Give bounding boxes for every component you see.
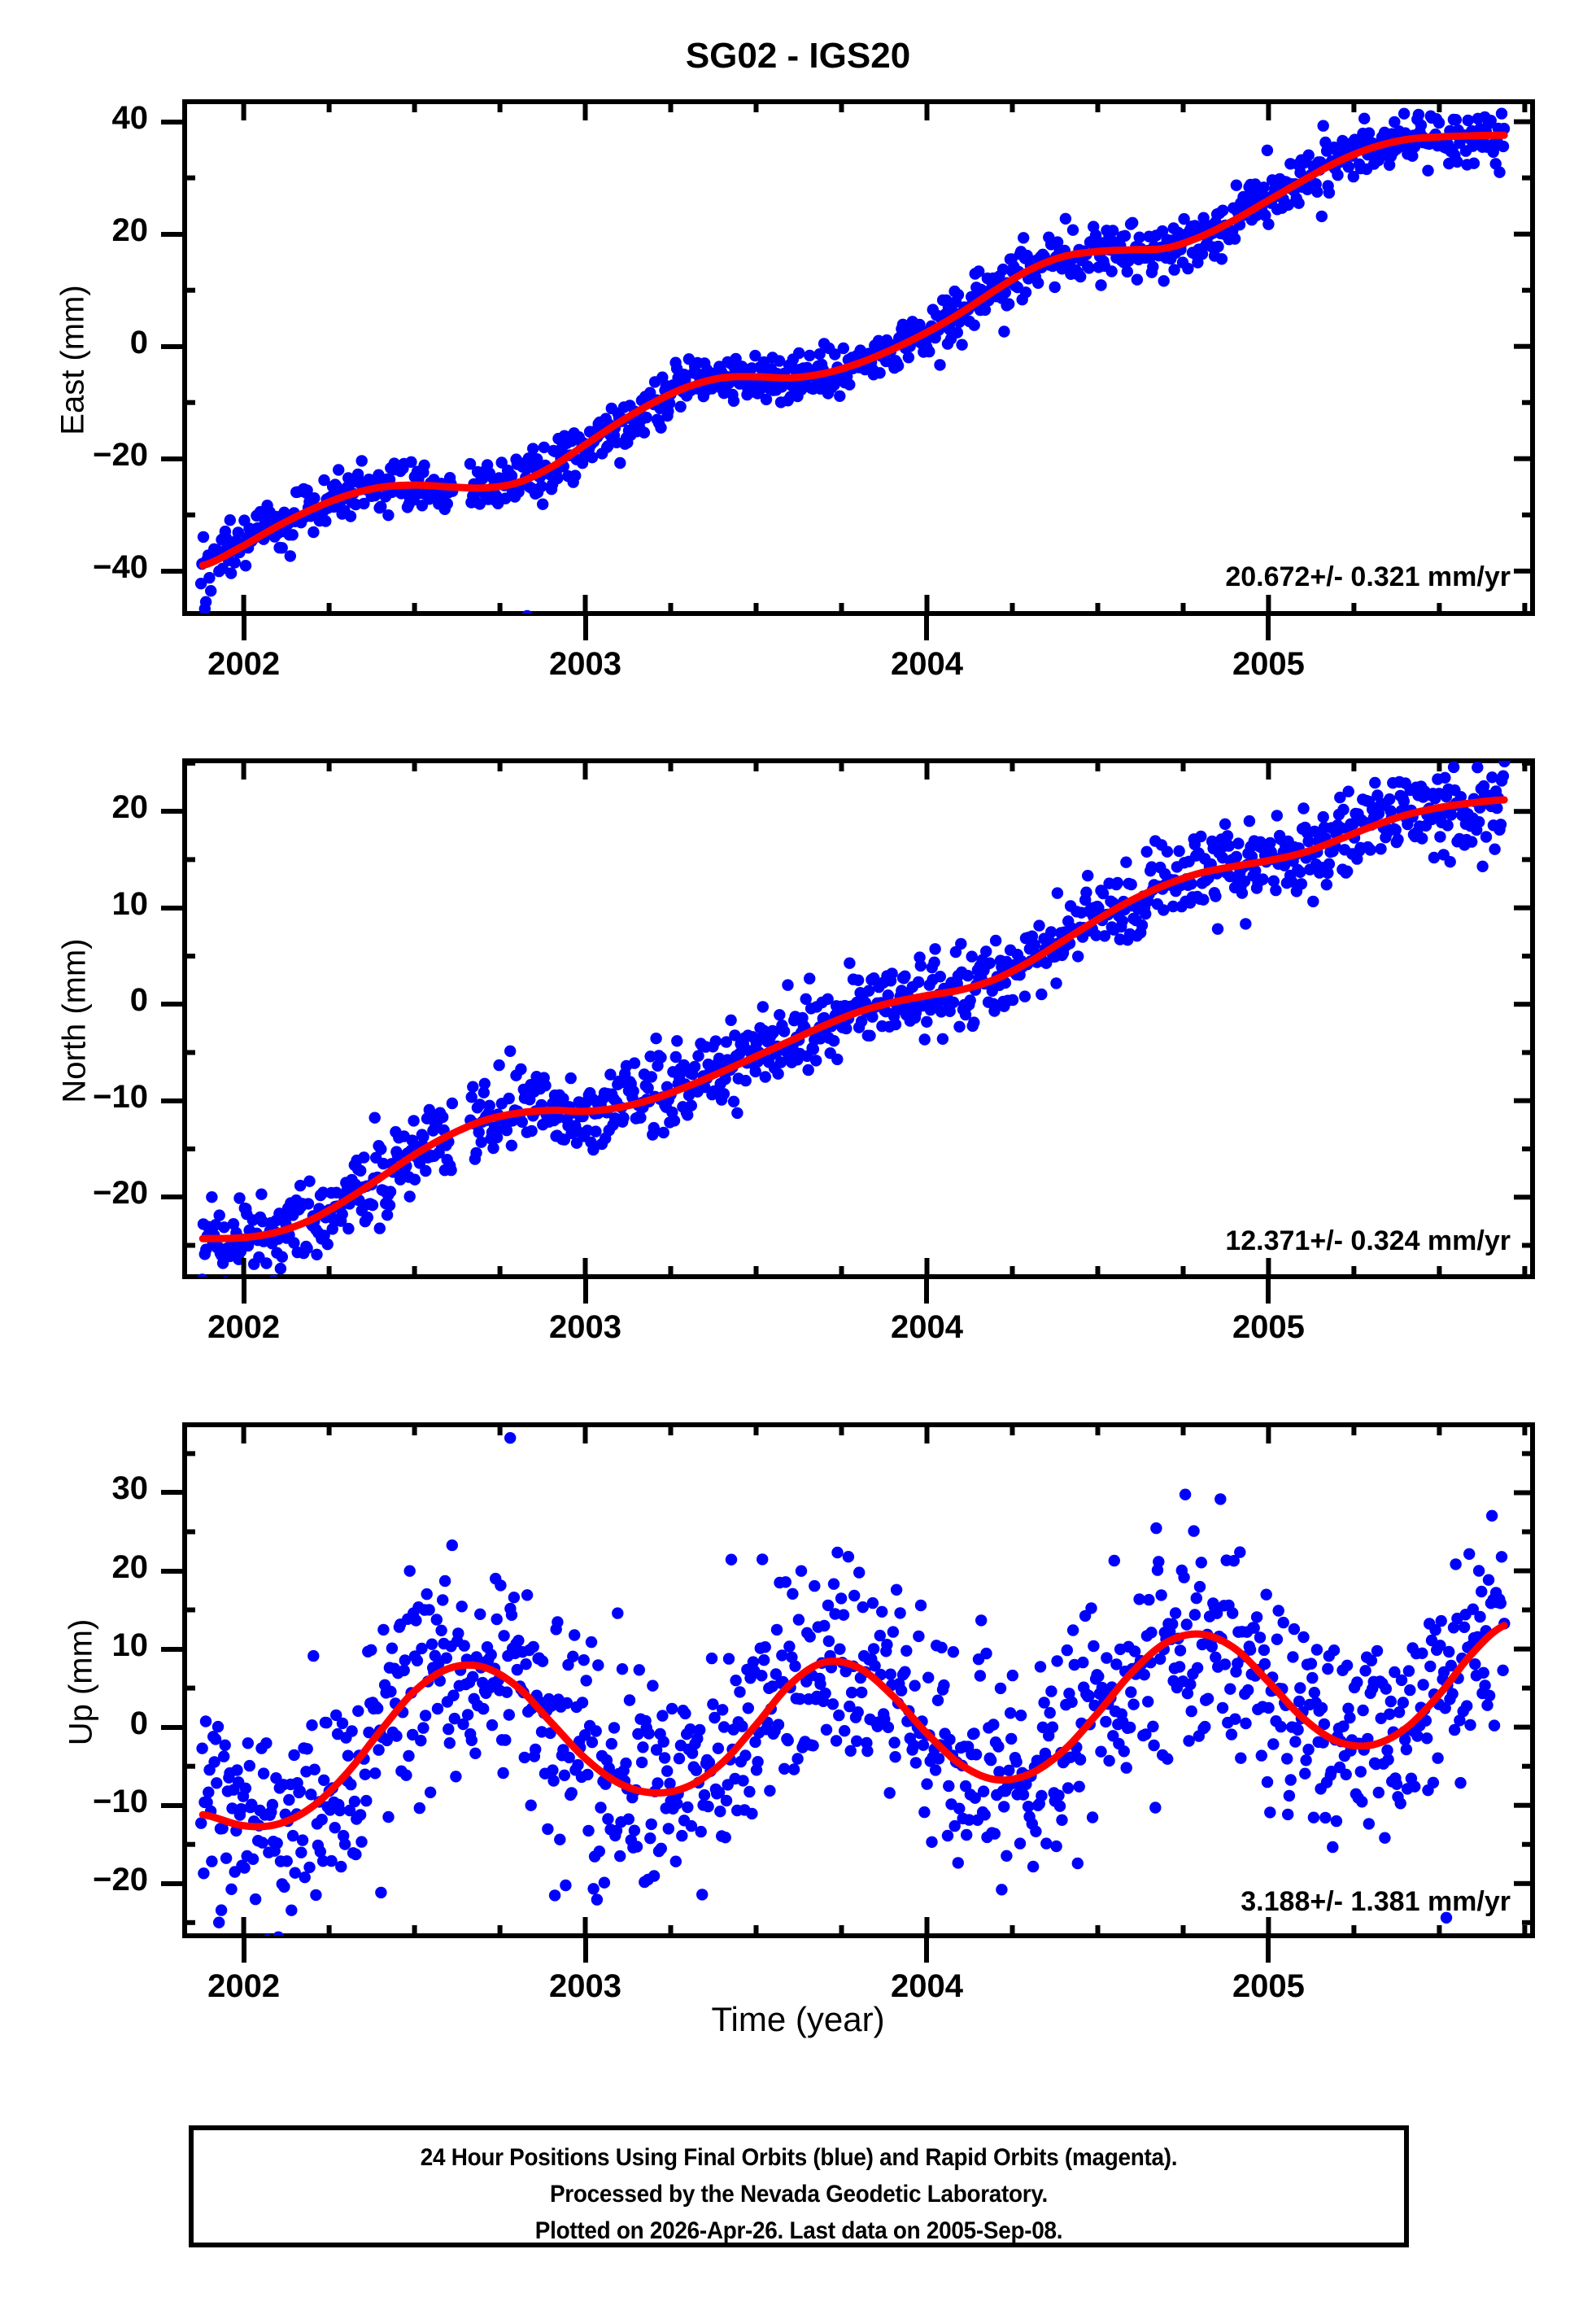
ytick-label: −40 [93, 548, 148, 585]
ytick-mark [161, 568, 182, 574]
panel-north [182, 758, 1535, 1279]
xtick-mark-major [241, 1938, 246, 1963]
xtick-label: 2005 [1232, 646, 1305, 682]
ytick-label: 0 [129, 1705, 148, 1741]
panel-east [182, 99, 1535, 616]
ytick-label: 40 [111, 99, 149, 136]
xtick-mark-major [924, 1279, 930, 1304]
xtick-label: 2004 [890, 1968, 963, 2004]
ytick-mark [161, 343, 182, 349]
xtick-mark-major [924, 1938, 930, 1963]
ytick-mark [161, 1646, 182, 1652]
ytick-mark [161, 905, 182, 911]
xtick-label: 2003 [549, 1968, 622, 2004]
xtick-mark-major [241, 616, 246, 640]
xtick-mark-major [924, 616, 930, 640]
xtick-label: 2004 [890, 1309, 963, 1345]
panel-east-plot [182, 99, 1535, 616]
xtick-label: 2005 [1232, 1309, 1305, 1345]
footer-line-3: Plotted on 2026-Apr-26. Last data on 200… [534, 2217, 1063, 2244]
ytick-mark [161, 1490, 182, 1496]
ytick-label: 20 [111, 789, 149, 826]
panel-up-rate: 3.188+/- 1.381 mm/yr [1241, 1886, 1511, 1917]
xtick-label: 2003 [549, 646, 622, 682]
xtick-mark-major [582, 1279, 588, 1304]
xtick-mark-major [1266, 616, 1271, 640]
ytick-mark [161, 1880, 182, 1886]
ytick-label: −10 [93, 1078, 148, 1115]
ytick-label: 0 [129, 982, 148, 1019]
ytick-label: 10 [111, 885, 149, 922]
ytick-mark [161, 1194, 182, 1200]
xtick-label: 2003 [549, 1309, 622, 1345]
ytick-mark [161, 1724, 182, 1730]
ytick-label: −10 [93, 1783, 148, 1819]
panel-east-rate: 20.672+/- 0.321 mm/yr [1225, 561, 1511, 592]
xtick-mark-major [241, 1279, 246, 1304]
page-title: SG02 - IGS20 [685, 36, 911, 76]
xtick-mark-major [1266, 1279, 1271, 1304]
xtick-mark-major [582, 1938, 588, 1963]
panel-up-ylabel: Up (mm) [63, 1618, 99, 1746]
ytick-mark [161, 119, 182, 124]
ytick-mark [161, 456, 182, 461]
xtick-label: 2002 [207, 1309, 281, 1345]
panel-north-plot [182, 758, 1535, 1279]
footer-line-1: 24 Hour Positions Using Final Orbits (bl… [420, 2144, 1178, 2171]
ytick-mark [161, 231, 182, 237]
xtick-label: 2002 [207, 646, 281, 682]
ytick-label: −20 [93, 1861, 148, 1898]
ytick-label: −20 [93, 1175, 148, 1212]
footer-line-2: Processed by the Nevada Geodetic Laborat… [549, 2181, 1049, 2208]
ytick-label: 20 [111, 1548, 149, 1585]
ytick-mark [161, 809, 182, 815]
xtick-mark-major [582, 616, 588, 640]
xtick-label: 2002 [207, 1968, 281, 2004]
xaxis-title: Time (year) [711, 2000, 885, 2038]
ytick-mark [161, 1568, 182, 1574]
ytick-mark [161, 1002, 182, 1007]
xtick-label: 2004 [890, 646, 963, 682]
panel-up-plot [182, 1422, 1535, 1938]
ytick-mark [161, 1098, 182, 1103]
ytick-label: 30 [111, 1470, 149, 1507]
ytick-label: 20 [111, 212, 149, 248]
panel-north-rate: 12.371+/- 0.324 mm/yr [1225, 1225, 1511, 1256]
ytick-mark [161, 1802, 182, 1808]
xtick-mark-major [1266, 1938, 1271, 1963]
ytick-label: 0 [129, 324, 148, 360]
footer-box: 24 Hour Positions Using Final Orbits (bl… [189, 2125, 1409, 2247]
panel-up [182, 1422, 1535, 1938]
xtick-label: 2005 [1232, 1968, 1305, 2004]
ytick-label: −20 [93, 436, 148, 473]
ytick-label: 10 [111, 1627, 149, 1663]
